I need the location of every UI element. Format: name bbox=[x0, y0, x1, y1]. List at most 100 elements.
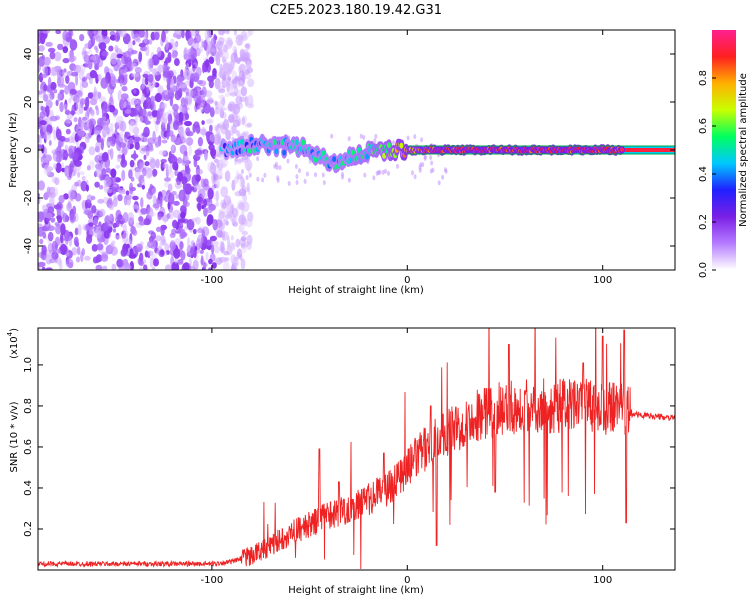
noise-blob bbox=[248, 190, 251, 196]
noise-blob bbox=[223, 62, 230, 74]
noise-blob bbox=[71, 71, 79, 77]
noise-blob bbox=[39, 238, 44, 245]
noise-blob bbox=[419, 162, 423, 168]
y-tick-label: 0 bbox=[23, 147, 34, 153]
noise-blob bbox=[396, 163, 399, 169]
noise-blob bbox=[66, 202, 73, 212]
noise-blob bbox=[66, 114, 73, 120]
noise-blob bbox=[58, 195, 65, 204]
noise-blob bbox=[161, 102, 167, 109]
noise-blob bbox=[152, 203, 160, 209]
noise-blob bbox=[238, 225, 244, 233]
noise-blob bbox=[69, 39, 78, 51]
noise-blob bbox=[166, 110, 175, 115]
noise-blob bbox=[201, 226, 210, 237]
noise-blob bbox=[238, 188, 247, 197]
noise-blob bbox=[238, 77, 245, 87]
noise-blob bbox=[212, 68, 217, 77]
noise-blob bbox=[97, 137, 102, 143]
noise-blob bbox=[197, 203, 202, 212]
noise-blob bbox=[164, 264, 172, 270]
noise-blob bbox=[232, 259, 240, 267]
noise-blob bbox=[363, 172, 367, 178]
noise-blob bbox=[143, 32, 148, 44]
noise-blob bbox=[102, 126, 107, 138]
snr-marks bbox=[38, 328, 675, 570]
noise-blob bbox=[77, 90, 81, 95]
noise-blob bbox=[65, 258, 74, 268]
noise-blob bbox=[190, 240, 195, 246]
noise-blob bbox=[133, 33, 141, 41]
noise-blob bbox=[123, 264, 132, 270]
noise-blob bbox=[57, 76, 61, 86]
noise-blob bbox=[156, 226, 162, 232]
noise-blob bbox=[151, 254, 157, 260]
noise-blob bbox=[92, 35, 99, 40]
noise-blob bbox=[305, 171, 309, 177]
noise-blob bbox=[59, 152, 64, 161]
noise-blob bbox=[68, 145, 76, 154]
y-tick-label: -40 bbox=[23, 238, 34, 254]
snr-y-ticks: 0.2 0.4 0.6 0.8 1.0 bbox=[23, 357, 675, 537]
noise-blob bbox=[195, 30, 200, 36]
noise-blob bbox=[70, 191, 74, 201]
noise-blob bbox=[45, 267, 53, 270]
noise-blob bbox=[108, 243, 115, 252]
noise-blob bbox=[172, 209, 181, 219]
noise-blob bbox=[38, 211, 44, 223]
noise-blob bbox=[137, 183, 143, 188]
noise-blob bbox=[86, 199, 91, 204]
noise-blob bbox=[120, 69, 126, 75]
noise-blob bbox=[72, 205, 77, 216]
noise-blob bbox=[169, 209, 174, 220]
noise-blob bbox=[147, 250, 154, 256]
noise-blob bbox=[216, 180, 220, 189]
noise-blob bbox=[105, 141, 112, 147]
noise-blob bbox=[237, 173, 243, 180]
noise-blob bbox=[120, 248, 127, 257]
y-tick-label: 0.2 bbox=[23, 521, 34, 537]
noise-blob bbox=[77, 129, 85, 137]
noise-blob bbox=[181, 30, 185, 39]
noise-blob bbox=[88, 48, 92, 55]
noise-blob bbox=[57, 93, 61, 102]
noise-blob bbox=[209, 163, 217, 175]
noise-blob bbox=[54, 177, 60, 186]
noise-blob bbox=[43, 57, 49, 65]
noise-blob bbox=[185, 127, 191, 137]
noise-blob bbox=[162, 150, 169, 157]
noise-blob bbox=[47, 47, 56, 53]
noise-blob bbox=[173, 109, 179, 119]
noise-blob bbox=[261, 177, 265, 183]
noise-blob bbox=[145, 168, 153, 179]
noise-blob bbox=[224, 92, 231, 98]
noise-blob bbox=[47, 231, 54, 242]
signal-blob bbox=[365, 153, 370, 160]
noise-blob bbox=[141, 184, 145, 190]
noise-blob bbox=[184, 166, 191, 175]
noise-blob bbox=[197, 136, 203, 147]
noise-blob bbox=[138, 145, 147, 155]
noise-blob bbox=[102, 265, 108, 270]
noise-blob bbox=[173, 200, 180, 206]
x-tick-label: 0 bbox=[404, 575, 410, 586]
noise-blob bbox=[142, 167, 147, 177]
noise-blob bbox=[43, 66, 48, 77]
noise-blob bbox=[145, 44, 150, 57]
noise-blob bbox=[92, 30, 97, 35]
noise-blob bbox=[256, 156, 260, 162]
noise-blob bbox=[175, 194, 180, 199]
noise-blob bbox=[75, 108, 81, 115]
noise-blob bbox=[211, 244, 215, 255]
noise-blob bbox=[166, 132, 170, 140]
colorbar-fill bbox=[712, 30, 736, 270]
noise-blob bbox=[227, 39, 233, 46]
noise-blob bbox=[93, 217, 99, 226]
noise-blob bbox=[188, 258, 192, 267]
noise-blob bbox=[243, 241, 250, 248]
noise-blob bbox=[159, 196, 163, 209]
noise-blob bbox=[125, 197, 131, 206]
noise-blob bbox=[205, 118, 214, 125]
noise-blob bbox=[157, 212, 162, 221]
noise-blob bbox=[98, 42, 107, 51]
